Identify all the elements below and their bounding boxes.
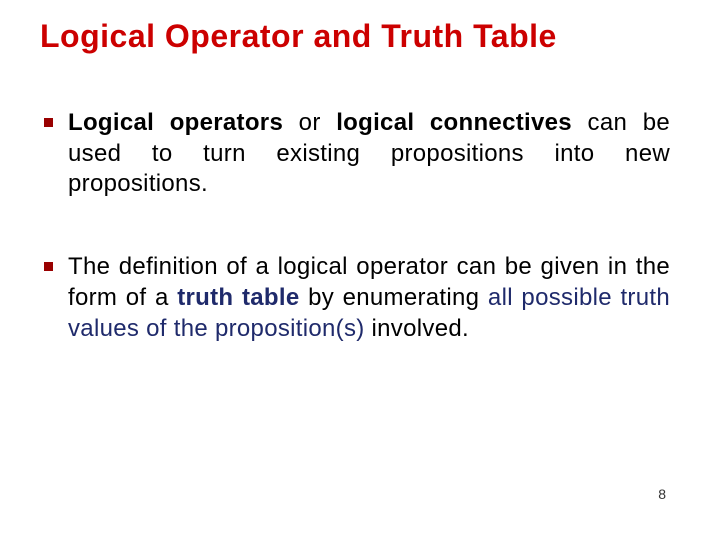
bullet-item-1: Logical operators or logical connectives…	[42, 108, 670, 200]
slide-title: Logical Operator and Truth Table	[40, 18, 557, 55]
slide-body: Logical operators or logical connectives…	[42, 108, 670, 344]
text: or	[283, 109, 336, 136]
slide: Logical Operator and Truth Table Logical…	[0, 0, 720, 540]
text-bold: logical connectives	[336, 109, 572, 136]
bullet-list: Logical operators or logical connectives…	[42, 108, 670, 344]
bullet-item-2: The definition of a logical operator can…	[42, 252, 670, 344]
text: by enumerating	[299, 284, 487, 311]
page-number: 8	[658, 486, 666, 502]
text-bold: Logical operators	[68, 109, 283, 136]
text-bold-accent: truth table	[177, 284, 299, 311]
text: involved.	[365, 315, 469, 342]
